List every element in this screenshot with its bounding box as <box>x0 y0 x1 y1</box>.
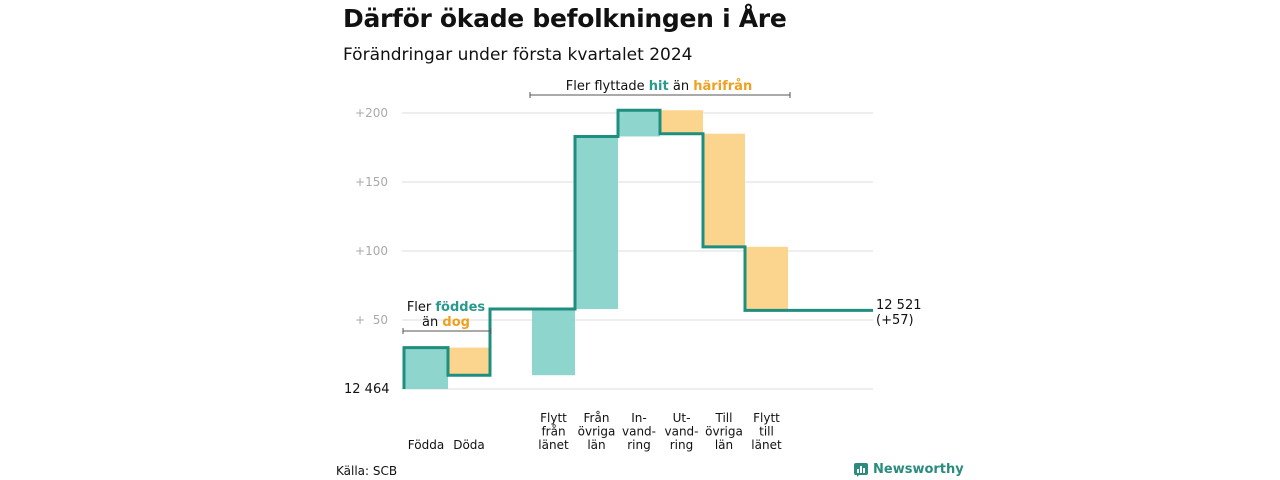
category-label: Till övriga län <box>705 411 743 452</box>
svg-text:Fler flyttade h: Fler flyttade hit än härifrån <box>566 79 752 94</box>
category-label: Födda <box>408 438 444 452</box>
y-tick-label: +150 <box>355 175 388 189</box>
end-change-label: (+57) <box>876 313 914 328</box>
end-value-label: 12 521 <box>876 298 922 313</box>
bar-increase <box>532 308 575 376</box>
bar-increase <box>618 110 660 137</box>
brand-logo: Newsworthy <box>854 462 964 477</box>
annotation-moved-hit: hit <box>649 79 669 94</box>
annotation-born-bracket <box>402 328 492 334</box>
annotation-moved-middle: än <box>673 79 689 94</box>
category-label: Flytt till länet <box>751 411 782 452</box>
annotation-moved-bracket <box>529 92 791 98</box>
y-tick-labels: +200 +150 +100 + 50 <box>355 106 388 327</box>
start-value-label: 12 464 <box>344 382 390 397</box>
bar-decrease <box>448 347 490 376</box>
category-label: Döda <box>453 438 485 452</box>
bar-decrease <box>745 246 788 311</box>
bar-increase <box>575 136 618 309</box>
annotation-born-died: Fler föddes än dog <box>402 300 492 334</box>
annotation-born-text: Fler <box>407 300 432 315</box>
bar-decrease <box>660 110 703 134</box>
annotation-died-text: än <box>422 315 438 330</box>
bar-chart-icon <box>854 462 868 477</box>
chart-subtitle: Förändringar under första kvartalet 2024 <box>343 45 693 65</box>
brand-name: Newsworthy <box>873 462 964 477</box>
category-label: Ut-vand-ring <box>664 411 698 452</box>
category-label: In-vand-ring <box>622 411 656 452</box>
chart-title: Därför ökade befolkningen i Åre <box>343 4 787 33</box>
annotation-born-accent: föddes <box>435 300 485 315</box>
y-tick-label: +100 <box>355 244 388 258</box>
annotation-moved-prefix: Fler flyttade <box>566 79 645 94</box>
source-note: Källa: SCB <box>336 464 398 478</box>
bars <box>404 110 788 389</box>
svg-text:Fler föddes: Fler föddes <box>407 300 486 315</box>
annotation-died-accent: dog <box>442 315 470 330</box>
bar-increase <box>404 347 448 389</box>
y-tick-label: +200 <box>355 106 388 120</box>
svg-text:än dog: än dog <box>422 315 470 330</box>
category-label: Från övriga län <box>578 411 616 452</box>
category-label: Flytt från länet <box>538 411 569 452</box>
annotation-moved-harifran: härifrån <box>693 79 752 94</box>
annotation-moved: Fler flyttade hit än härifrån <box>529 79 791 98</box>
category-labels: Födda Döda Flytt från länet Från övriga länIn-v… <box>408 411 782 452</box>
running-total-line <box>402 108 873 389</box>
bar-decrease <box>703 133 745 247</box>
y-tick-label: + 50 <box>355 313 388 327</box>
